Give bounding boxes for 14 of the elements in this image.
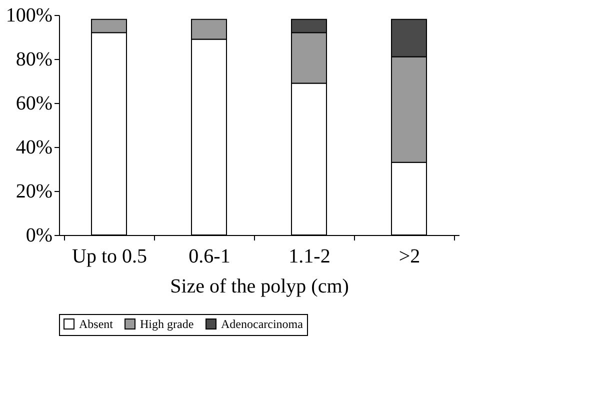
- x-tick-label: Up to 0.5: [72, 246, 147, 268]
- legend-label: Absent: [79, 317, 114, 331]
- x-tick-label: 0.6-1: [188, 246, 230, 268]
- y-tick-label: 20%: [16, 180, 52, 202]
- x-tick-label: 1.1-2: [288, 246, 330, 268]
- y-tick-label: 0%: [26, 224, 52, 246]
- x-axis-title: Size of the polyp (cm): [170, 276, 349, 298]
- y-tick-label: 80%: [16, 48, 52, 70]
- y-tick-label: 40%: [16, 136, 52, 158]
- x-tick-label: >2: [398, 246, 420, 268]
- y-tick-label: 60%: [16, 92, 52, 114]
- legend-label: High grade: [140, 317, 194, 331]
- legend-label: Adenocarcinoma: [221, 317, 304, 331]
- y-tick-label: 100%: [6, 4, 52, 26]
